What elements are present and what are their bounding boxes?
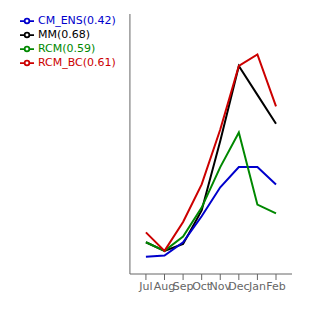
html-text:RCM(0.59): RCM(0.59) — [38, 42, 96, 55]
svg-text:Nov: Nov — [209, 279, 231, 293]
svg-text:Oct: Oct — [192, 279, 212, 293]
html-text:RCM_BC(0.61): RCM_BC(0.61) — [38, 56, 116, 69]
svg-text:Jul: Jul — [138, 280, 152, 293]
html-text:MM(0.68): MM(0.68) — [38, 28, 91, 41]
svg-text:Aug: Aug — [153, 279, 176, 293]
svg-text:Sep: Sep — [173, 280, 194, 293]
svg-text:Jan: Jan — [248, 280, 266, 293]
html-text:CM_ENS(0.42): CM_ENS(0.42) — [38, 14, 116, 27]
svg-text:Feb: Feb — [266, 280, 285, 293]
svg-text:Dec: Dec — [228, 280, 249, 293]
